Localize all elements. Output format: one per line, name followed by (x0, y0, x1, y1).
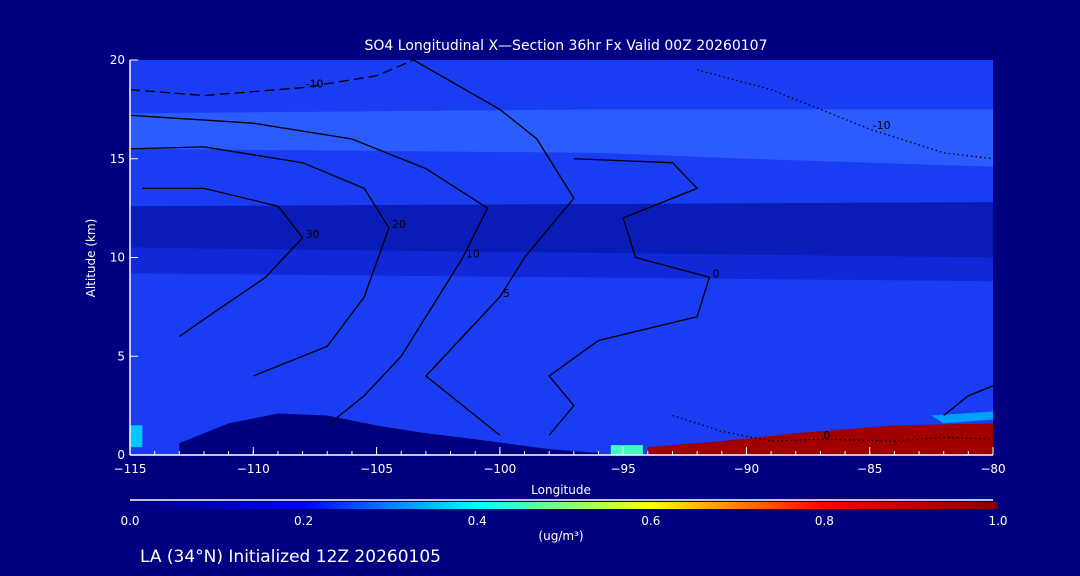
x-tick-label: −80 (980, 462, 1005, 476)
y-axis-label: Altitude (km) (84, 219, 98, 298)
contour-line (130, 60, 414, 97)
colorbar (130, 502, 998, 509)
contour-label: -10 (306, 78, 324, 91)
colorbar-unit-label: (ug/m³) (538, 529, 583, 543)
contour-label: 5 (503, 287, 510, 300)
contour-line (130, 146, 390, 377)
colorbar-tick-label: 0.2 (294, 514, 313, 528)
contour-label: 0 (823, 429, 830, 442)
x-tick-label: −90 (734, 462, 759, 476)
x-tick-label: −105 (360, 462, 393, 476)
contour-line (943, 385, 993, 417)
concentration-region (130, 202, 993, 258)
colorbar-tick-label: 0.8 (815, 514, 834, 528)
y-tick-label: 20 (110, 53, 125, 67)
y-tick-label: 15 (110, 152, 125, 166)
concentration-region (931, 411, 993, 424)
y-tick-label: 0 (117, 448, 125, 462)
concentration-region (130, 109, 993, 167)
concentration-region (179, 413, 599, 455)
footer-caption: LA (34°N) Initialized 12Z 20260105 (140, 547, 441, 567)
chart-title: SO4 Longitudinal X—Section 36hr Fx Valid… (365, 38, 768, 54)
colorbar-tick-label: 0.0 (120, 514, 139, 528)
x-tick-label: −85 (857, 462, 882, 476)
concentration-region (647, 423, 993, 455)
contour-label: 30 (306, 228, 320, 241)
x-tick-label: −110 (237, 462, 270, 476)
x-tick-label: −100 (483, 462, 516, 476)
concentration-region (130, 425, 143, 448)
concentration-region (610, 445, 643, 455)
colorbar-tick-label: 0.4 (468, 514, 487, 528)
contour-line (130, 114, 489, 426)
x-tick-label: −95 (610, 462, 635, 476)
y-tick-label: 10 (110, 251, 125, 265)
contour-line (672, 414, 993, 442)
x-tick-label: −115 (114, 462, 147, 476)
y-tick-label: 5 (117, 349, 125, 363)
contour-label: -10 (873, 119, 891, 132)
x-axis-label: Longitude (531, 483, 591, 497)
contour-line (413, 60, 575, 436)
contour-label: 0 (712, 267, 719, 280)
colorbar-tick-label: 1.0 (988, 514, 1007, 528)
contour-line (142, 187, 304, 338)
contour-label: 10 (466, 248, 480, 261)
concentration-region (130, 247, 993, 282)
colorbar-tick-label: 0.6 (641, 514, 660, 528)
contour-label: 20 (392, 218, 406, 231)
contour-line (548, 158, 711, 436)
